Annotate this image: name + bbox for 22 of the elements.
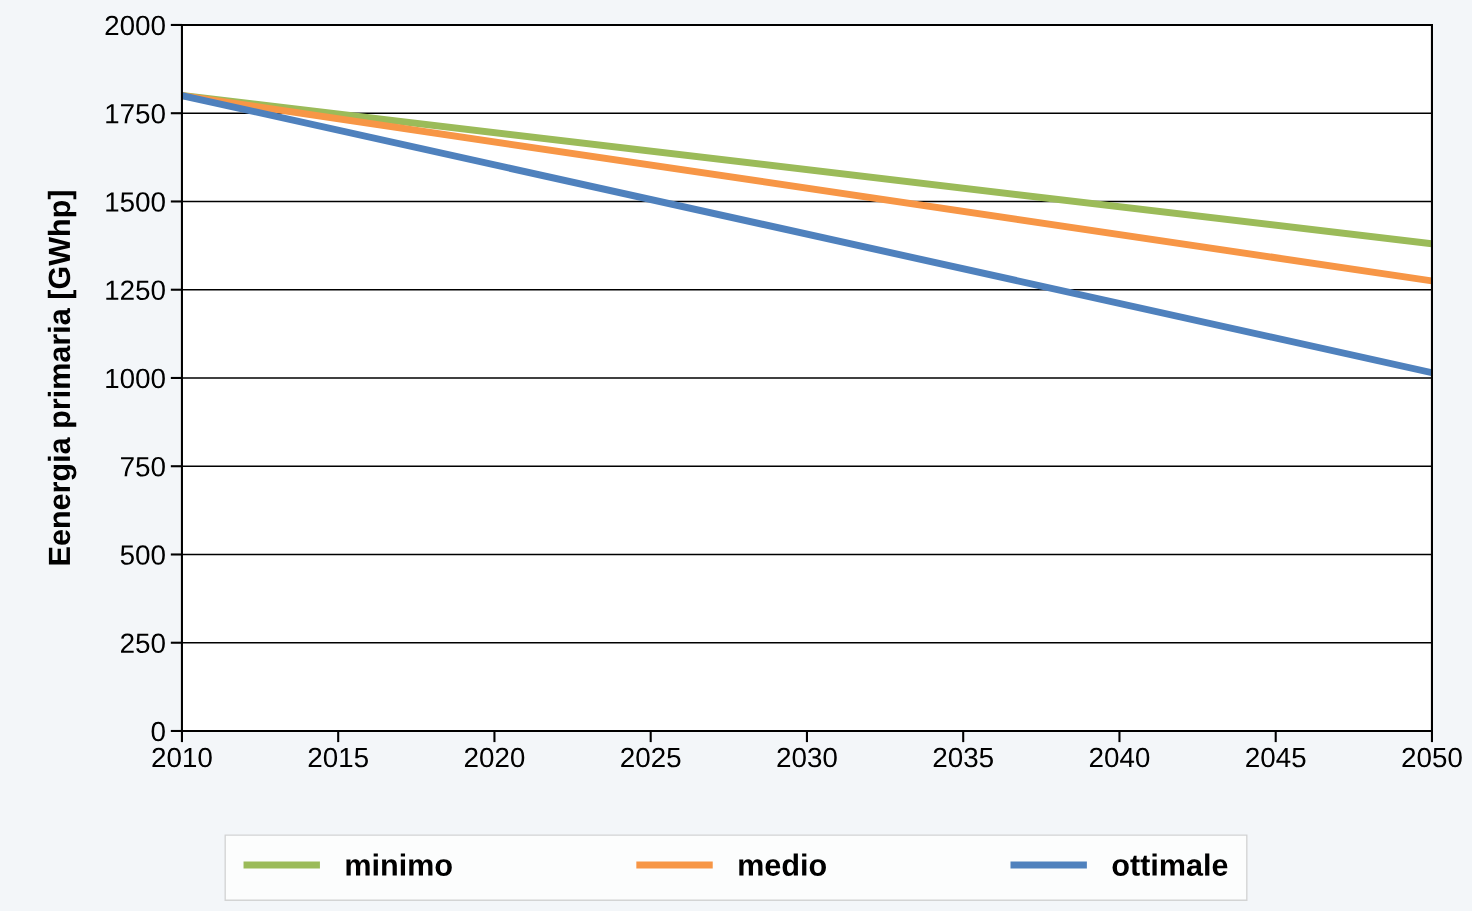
x-tick-label: 2040 (1089, 747, 1150, 768)
y-tick-label: 250 (121, 633, 165, 654)
x-tick-label: 2015 (308, 747, 368, 768)
x-tick-label: 2030 (777, 747, 837, 768)
x-tick-label: 2045 (1246, 747, 1306, 768)
legend-label: medio (739, 853, 826, 876)
x-tick-label: 2020 (464, 747, 525, 768)
x-tick-label: 2035 (933, 747, 993, 768)
legend-label: ottimale (1112, 853, 1228, 876)
y-tick-label: 1750 (106, 103, 165, 124)
y-tick-label: 1500 (106, 192, 165, 212)
y-tick-label: 1000 (106, 368, 165, 389)
x-tick-label: 2025 (621, 747, 681, 768)
y-tick-label: 750 (121, 456, 165, 477)
x-tick-label: 2010 (152, 747, 212, 768)
y-axis-title: Eenergia primaria [GWhp] (47, 191, 77, 565)
y-tick-label: 2000 (105, 15, 165, 36)
legend-label: minimo (346, 853, 452, 876)
y-tick-label: 1250 (106, 280, 165, 301)
y-tick-label: 500 (120, 545, 165, 565)
x-tick-label: 2050 (1402, 747, 1462, 768)
y-tick-label: 0 (151, 721, 165, 742)
